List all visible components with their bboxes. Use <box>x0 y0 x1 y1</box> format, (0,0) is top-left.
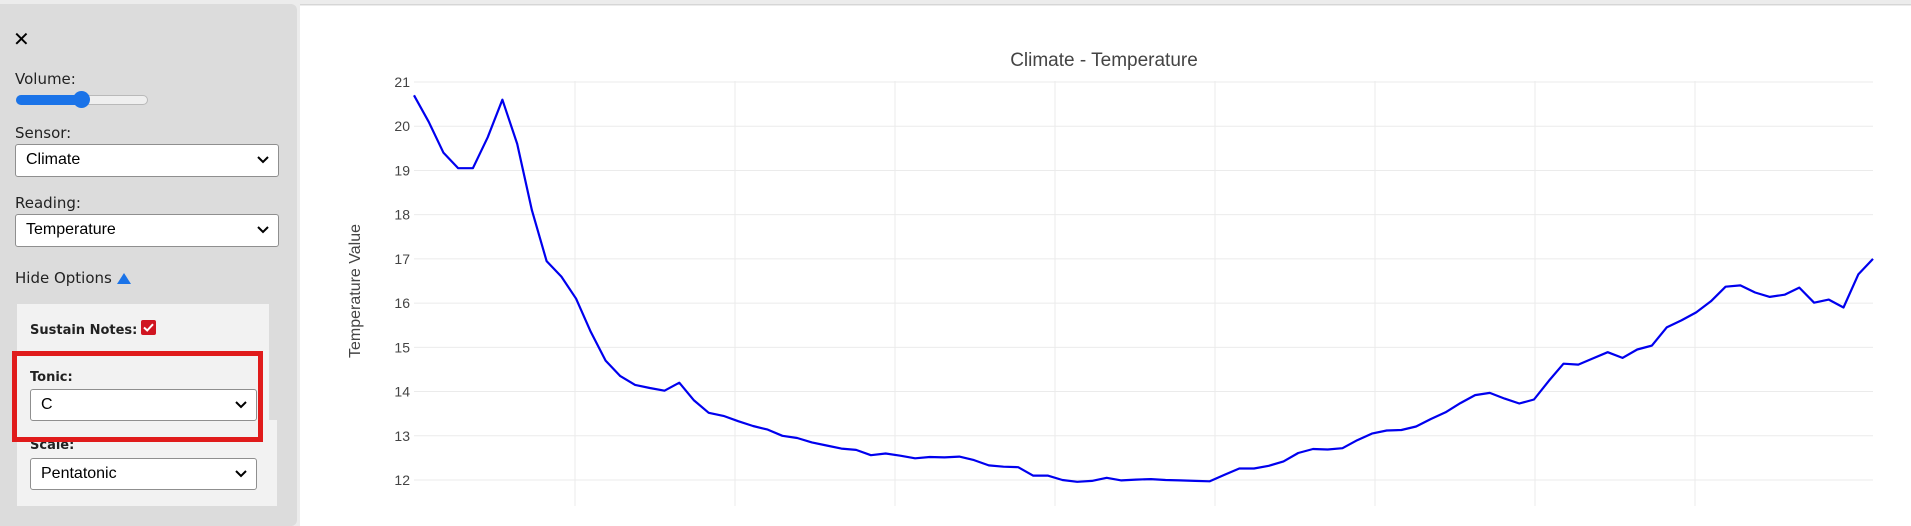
chevron-down-icon <box>257 156 269 164</box>
y-tick-label: 20 <box>394 118 410 134</box>
volume-label: Volume: <box>15 70 76 88</box>
y-tick-label: 17 <box>394 251 410 267</box>
volume-slider-thumb[interactable] <box>73 91 90 108</box>
y-axis-ticks: 12 13 14 15 16 17 18 19 20 21 <box>394 74 410 488</box>
y-tick-label: 15 <box>394 339 410 355</box>
scale-select[interactable]: Pentatonic <box>30 458 257 490</box>
hide-options-label: Hide Options <box>15 269 112 287</box>
close-icon[interactable]: ✕ <box>13 27 30 51</box>
reading-select[interactable]: Temperature <box>15 214 279 247</box>
y-tick-label: 14 <box>394 384 410 400</box>
tonic-label: Tonic: <box>30 370 73 385</box>
y-tick-label: 13 <box>394 428 410 444</box>
temperature-series-line <box>413 94 1874 483</box>
y-tick-label: 21 <box>394 74 410 90</box>
reading-select-value: Temperature <box>26 221 116 238</box>
tonic-select-value: C <box>41 396 53 413</box>
scale-label: Scale: <box>30 438 75 453</box>
y-tick-label: 16 <box>394 295 410 311</box>
volume-slider[interactable] <box>16 91 148 108</box>
chevron-down-icon <box>257 226 269 234</box>
triangle-up-icon <box>116 273 131 284</box>
chart-grid <box>414 81 1873 506</box>
checkmark-icon <box>143 323 154 332</box>
reading-label: Reading: <box>15 194 81 212</box>
sensor-label: Sensor: <box>15 124 72 142</box>
volume-slider-fill <box>16 95 81 105</box>
scale-select-value: Pentatonic <box>41 465 117 482</box>
y-tick-label: 12 <box>394 472 410 488</box>
chevron-down-icon <box>235 401 247 409</box>
top-divider <box>300 4 1911 5</box>
chevron-down-icon <box>235 470 247 478</box>
hide-options-toggle[interactable]: Hide Options <box>15 269 131 287</box>
sustain-notes-checkbox[interactable] <box>141 320 156 335</box>
sensor-select-value: Climate <box>26 151 81 168</box>
options-sidebar: ✕ Volume: Sensor: Climate Reading: Tempe… <box>0 4 297 526</box>
chart-title: Climate - Temperature <box>1010 50 1198 71</box>
y-axis-label: Temperature Value <box>347 224 364 358</box>
sustain-notes-label: Sustain Notes: <box>30 323 138 338</box>
y-tick-label: 19 <box>394 162 410 178</box>
chart-panel: 12 13 14 15 16 17 18 19 20 21 Climate - Temperatu… <box>300 6 1911 526</box>
sensor-select[interactable]: Climate <box>15 144 279 177</box>
temperature-chart: 12 13 14 15 16 17 18 19 20 21 Climate - Temperatu… <box>347 50 1874 506</box>
chart-series <box>413 94 1874 483</box>
y-tick-label: 18 <box>394 207 410 223</box>
tonic-select[interactable]: C <box>30 389 257 421</box>
